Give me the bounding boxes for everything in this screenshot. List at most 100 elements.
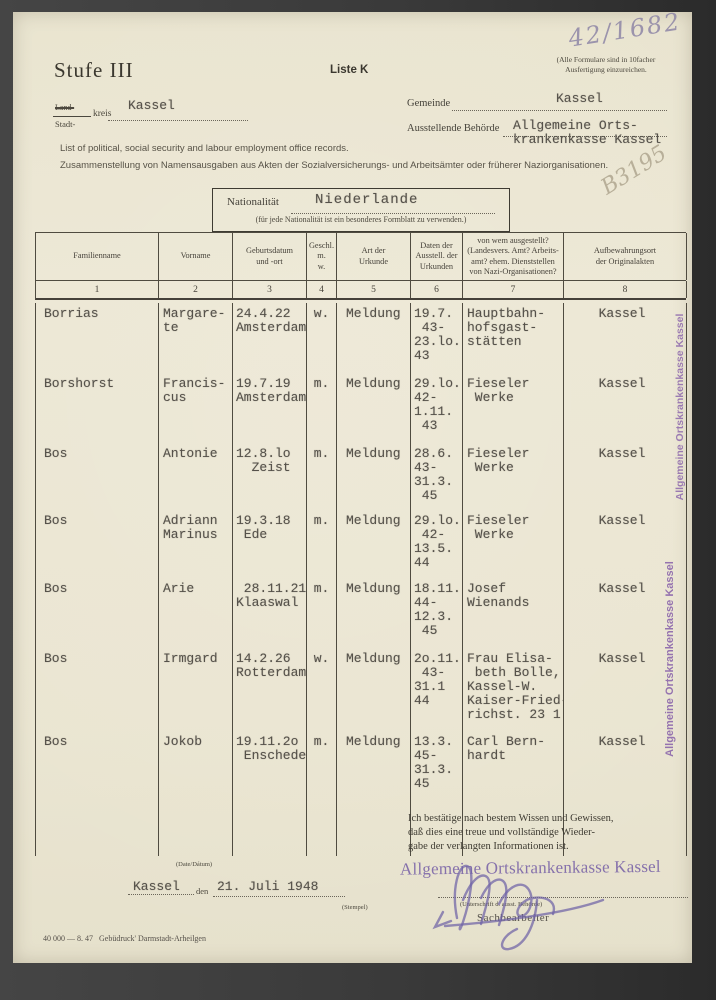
date-typed-value: 21. Juli 1948 bbox=[217, 879, 319, 894]
stamp-org-text: Allgemeine Ortskrankenkasse bbox=[664, 599, 676, 757]
cell-aufbewahrungsort: Kassel bbox=[564, 510, 687, 578]
cell-daten-der-ausstellung: 13.3. 45- 31.3. 45 bbox=[411, 731, 463, 856]
cell-geschlecht: m. bbox=[307, 373, 337, 443]
paper-sheet bbox=[13, 12, 692, 963]
stamp-org-text: Allgemeine Ortskrankenkasse bbox=[674, 350, 686, 501]
nationality-typed-value: Niederlande bbox=[315, 192, 419, 208]
cell-vorname: Adriann Marinus bbox=[159, 510, 233, 578]
issuer-stamp-vertical-bottom: Allgemeine Ortskrankenkasse Kassel bbox=[664, 559, 676, 759]
land-label-struck: Land- bbox=[55, 103, 75, 112]
cell-von-wem-ausgestellt: Frau Elisa- beth Bolle, Kassel-W. Kaiser… bbox=[463, 648, 564, 731]
printer-imprint: 40 000 — 8. 47 Gebüdruck' Darmstadt-Arhe… bbox=[43, 934, 206, 943]
cell-geburtsdatum-ort: 19.11.2o Enschede bbox=[233, 731, 307, 856]
column-number: 6 bbox=[411, 281, 463, 298]
cell-vorname: Jokob bbox=[159, 731, 233, 856]
stufe-title: Stufe III bbox=[54, 58, 134, 82]
cell-art-der-urkunde: Meldung bbox=[337, 303, 411, 373]
cell-art-der-urkunde: Meldung bbox=[337, 373, 411, 443]
table-body: Borrias Margare- te 24.4.22 Amsterdam w.… bbox=[35, 303, 687, 856]
cell-art-der-urkunde: Meldung bbox=[337, 443, 411, 510]
nationality-label: Nationalität bbox=[227, 196, 279, 208]
cell-daten-der-ausstellung: 19.7. 43- 23.lo. 43 bbox=[411, 303, 463, 373]
column-number: 2 bbox=[159, 281, 233, 298]
cell-vorname: Irmgard bbox=[159, 648, 233, 731]
cell-daten-der-ausstellung: 18.11. 44- 12.3. 45 bbox=[411, 578, 463, 648]
cell-art-der-urkunde: Meldung bbox=[337, 510, 411, 578]
stamp-city-text: Kassel bbox=[664, 561, 676, 597]
cell-aufbewahrungsort: Kassel bbox=[564, 443, 687, 510]
cell-familienname: Bos bbox=[36, 578, 159, 648]
den-label: den bbox=[196, 886, 209, 896]
cell-vorname: Francis- cus bbox=[159, 373, 233, 443]
cell-familienname: Borrias bbox=[36, 303, 159, 373]
cell-aufbewahrungsort: Kassel bbox=[564, 731, 687, 856]
cell-geschlecht: w. bbox=[307, 648, 337, 731]
cell-geschlecht: m. bbox=[307, 443, 337, 510]
header-vorname: Vorname bbox=[159, 233, 233, 280]
table-header: Familienname Vorname Geburtsdatum und -o… bbox=[35, 232, 687, 300]
place-typed-value: Kassel bbox=[133, 879, 180, 894]
cell-geburtsdatum-ort: 28.11.21 Klaaswal bbox=[233, 578, 307, 648]
nationality-box: Nationalität Niederlande (für jede Natio… bbox=[212, 188, 510, 232]
nationality-dotted-line bbox=[291, 213, 495, 214]
cell-geburtsdatum-ort: 19.3.18 Ede bbox=[233, 510, 307, 578]
cell-daten-der-ausstellung: 29.lo. 42- 1.11. 43 bbox=[411, 373, 463, 443]
table-header-labels-row: Familienname Vorname Geburtsdatum und -o… bbox=[35, 232, 687, 280]
header-art-der-urkunde: Art der Urkunde bbox=[337, 233, 411, 280]
date-dotted-line bbox=[213, 896, 345, 897]
behoerde-typed-value-line2: krankenkasse Kassel bbox=[513, 132, 662, 147]
behoerde-typed-value-line1: Allgemeine Orts- bbox=[513, 118, 638, 133]
table-header-numbers-row: 1 2 3 4 5 6 7 8 bbox=[35, 280, 687, 300]
table-row: Borshorst Francis- cus 19.7.19 Amsterdam… bbox=[35, 373, 687, 443]
header-von-wem-ausgestellt: von wem ausgestellt? (Landesvers. Amt? A… bbox=[463, 233, 564, 280]
stempel-caption: (Stempel) bbox=[342, 904, 368, 911]
land-stadt-divider bbox=[53, 116, 91, 117]
behoerde-dotted-line bbox=[503, 136, 667, 137]
column-number: 4 bbox=[307, 281, 337, 298]
cell-geburtsdatum-ort: 12.8.lo Zeist bbox=[233, 443, 307, 510]
kreis-typed-value: Kassel bbox=[128, 98, 175, 113]
header-daten-der-ausstellung: Daten der Ausstell. der Urkunden bbox=[411, 233, 463, 280]
cell-familienname: Bos bbox=[36, 648, 159, 731]
column-number: 5 bbox=[337, 281, 411, 298]
signature-caption: (Unterschrift d. ausst. Behörde) bbox=[460, 901, 543, 908]
table-row: Bos Arie 28.11.21 Klaaswal m. Meldung 18… bbox=[35, 578, 687, 648]
header-familienname: Familienname bbox=[36, 233, 159, 280]
cell-aufbewahrungsort: Kassel bbox=[564, 373, 687, 443]
cell-von-wem-ausgestellt: Carl Bern- hardt bbox=[463, 731, 564, 856]
cell-geburtsdatum-ort: 19.7.19 Amsterdam bbox=[233, 373, 307, 443]
cell-aufbewahrungsort: Kassel bbox=[564, 303, 687, 373]
cell-daten-der-ausstellung: 29.lo. 42- 13.5. 44 bbox=[411, 510, 463, 578]
cell-von-wem-ausgestellt: Fieseler Werke bbox=[463, 443, 564, 510]
table-row: Bos Adriann Marinus 19.3.18 Ede m. Meldu… bbox=[35, 510, 687, 578]
signature-dotted-line bbox=[438, 897, 688, 898]
cell-aufbewahrungsort: Kassel bbox=[564, 648, 687, 731]
cell-daten-der-ausstellung: 28.6. 43- 31.3. 45 bbox=[411, 443, 463, 510]
copies-instruction-note: (Alle Formulare sind in 10facher Ausfert… bbox=[556, 55, 656, 74]
cell-von-wem-ausgestellt: Fieseler Werke bbox=[463, 373, 564, 443]
kreis-dotted-line bbox=[108, 120, 248, 121]
nationality-note: (für jede Nationalität ist ein besondere… bbox=[255, 215, 467, 224]
cell-geburtsdatum-ort: 14.2.26 Rotterdam bbox=[233, 648, 307, 731]
table-row: Bos Irmgard 14.2.26 Rotterdam w. Meldung… bbox=[35, 648, 687, 731]
table-row: Bos Antonie 12.8.lo Zeist m. Meldung 28.… bbox=[35, 443, 687, 510]
issuer-stamp-vertical-top: Allgemeine Ortskrankenkasse Kassel bbox=[674, 307, 686, 507]
liste-k-title: Liste K bbox=[330, 64, 369, 76]
table-row: Bos Jokob 19.11.2o Enschede m. Meldung 1… bbox=[35, 731, 687, 856]
cell-vorname: Arie bbox=[159, 578, 233, 648]
cell-art-der-urkunde: Meldung bbox=[337, 648, 411, 731]
stamp-city-text: Kassel bbox=[674, 313, 686, 348]
date-caption: (Date/Dátum) bbox=[176, 861, 213, 868]
cell-vorname: Margare- te bbox=[159, 303, 233, 373]
cell-geburtsdatum-ort: 24.4.22 Amsterdam bbox=[233, 303, 307, 373]
cell-familienname: Bos bbox=[36, 731, 159, 856]
cell-von-wem-ausgestellt: Fieseler Werke bbox=[463, 510, 564, 578]
description-german: Zusammenstellung von Namensausgaben aus … bbox=[60, 160, 609, 171]
gemeinde-dotted-line bbox=[452, 110, 667, 111]
table-row: Borrias Margare- te 24.4.22 Amsterdam w.… bbox=[35, 303, 687, 373]
cell-geschlecht: w. bbox=[307, 303, 337, 373]
cell-aufbewahrungsort: Kassel bbox=[564, 578, 687, 648]
place-dotted-line bbox=[128, 894, 194, 895]
column-number: 7 bbox=[463, 281, 564, 298]
